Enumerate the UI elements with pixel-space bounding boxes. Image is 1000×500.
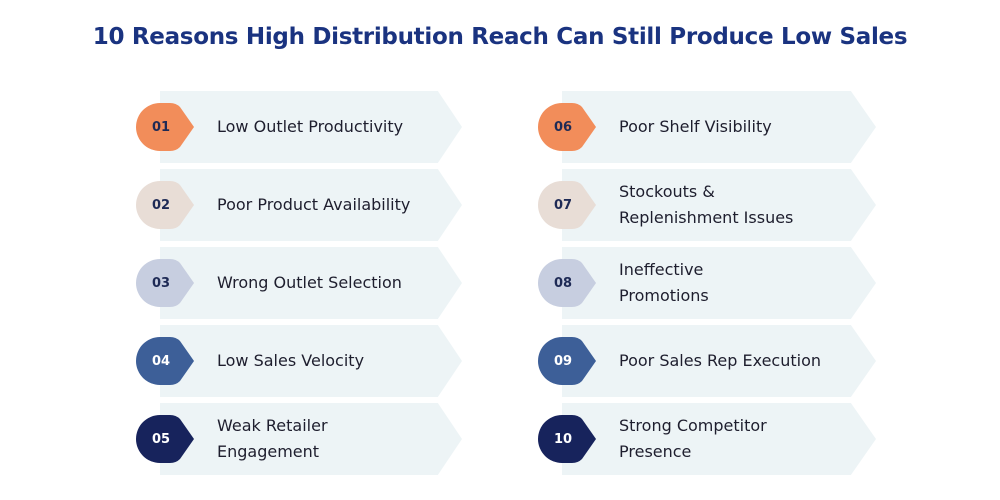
- reason-item: 07 Stockouts & Replenishment Issues: [538, 169, 876, 241]
- reason-item: 09 Poor Sales Rep Execution: [538, 325, 876, 397]
- reason-item: 06 Poor Shelf Visibility: [538, 91, 876, 163]
- reason-bar: [160, 403, 462, 475]
- number-badge: 09: [538, 337, 598, 385]
- reason-item: 05 Weak Retailer Engagement: [136, 403, 466, 475]
- number-badge: 10: [538, 415, 598, 463]
- number-badge: 04: [136, 337, 196, 385]
- reasons-column-left: 01 Low Outlet Productivity 02 Poor Produ…: [136, 91, 466, 481]
- badge-number: 04: [151, 353, 171, 369]
- badge-shape: [136, 259, 194, 307]
- reason-label: Weak Retailer Engagement: [217, 416, 328, 461]
- reason-label: Stockouts & Replenishment Issues: [619, 182, 794, 227]
- badge-shape: [136, 415, 194, 463]
- reason-bar: [562, 91, 876, 163]
- badge-shape: [538, 415, 596, 463]
- reason-bar: [562, 169, 876, 241]
- number-badge: 03: [136, 259, 196, 307]
- badge-number: 03: [151, 275, 171, 291]
- reason-bar: [562, 325, 876, 397]
- badge-shape: [538, 337, 596, 385]
- badge-number: 09: [553, 353, 573, 369]
- number-badge: 08: [538, 259, 598, 307]
- number-badge: 02: [136, 181, 196, 229]
- number-badge: 05: [136, 415, 196, 463]
- reason-item: 10 Strong Competitor Presence: [538, 403, 876, 475]
- reason-item: 02 Poor Product Availability: [136, 169, 466, 241]
- badge-shape: [136, 337, 194, 385]
- badge-shape: [538, 181, 596, 229]
- reason-item: 03 Wrong Outlet Selection: [136, 247, 466, 319]
- badge-shape: [538, 103, 596, 151]
- reason-label: Ineffective Promotions: [619, 260, 709, 305]
- reason-bar: [160, 325, 462, 397]
- reason-item: 08 Ineffective Promotions: [538, 247, 876, 319]
- reason-label: Wrong Outlet Selection: [217, 273, 402, 292]
- badge-number: 08: [553, 275, 573, 291]
- number-badge: 07: [538, 181, 598, 229]
- reason-label: Low Sales Velocity: [217, 351, 365, 370]
- reason-label: Poor Product Availability: [217, 195, 411, 214]
- number-badge: 06: [538, 103, 598, 151]
- reason-label: Low Outlet Productivity: [217, 117, 404, 136]
- reasons-column-right: 06 Poor Shelf Visibility 07 Stockouts & …: [538, 91, 876, 481]
- reason-bar: [562, 403, 876, 475]
- badge-number: 01: [151, 119, 171, 135]
- badge-shape: [538, 259, 596, 307]
- reason-label: Poor Sales Rep Execution: [619, 351, 821, 370]
- badge-number: 05: [151, 431, 171, 447]
- badge-shape: [136, 103, 194, 151]
- reason-label: Strong Competitor Presence: [619, 416, 767, 461]
- reason-bar: [160, 169, 462, 241]
- badge-number: 02: [151, 197, 171, 213]
- reason-bar: [562, 247, 876, 319]
- badge-number: 06: [553, 119, 573, 135]
- reason-bar: [160, 247, 462, 319]
- reason-item: 01 Low Outlet Productivity: [136, 91, 466, 163]
- number-badge: 01: [136, 103, 196, 151]
- reason-item: 04 Low Sales Velocity: [136, 325, 466, 397]
- reason-bar: [160, 91, 462, 163]
- badge-shape: [136, 181, 194, 229]
- page-title: 10 Reasons High Distribution Reach Can S…: [92, 24, 908, 50]
- badge-number: 10: [553, 431, 573, 447]
- badge-number: 07: [553, 197, 573, 213]
- reason-label: Poor Shelf Visibility: [619, 117, 772, 136]
